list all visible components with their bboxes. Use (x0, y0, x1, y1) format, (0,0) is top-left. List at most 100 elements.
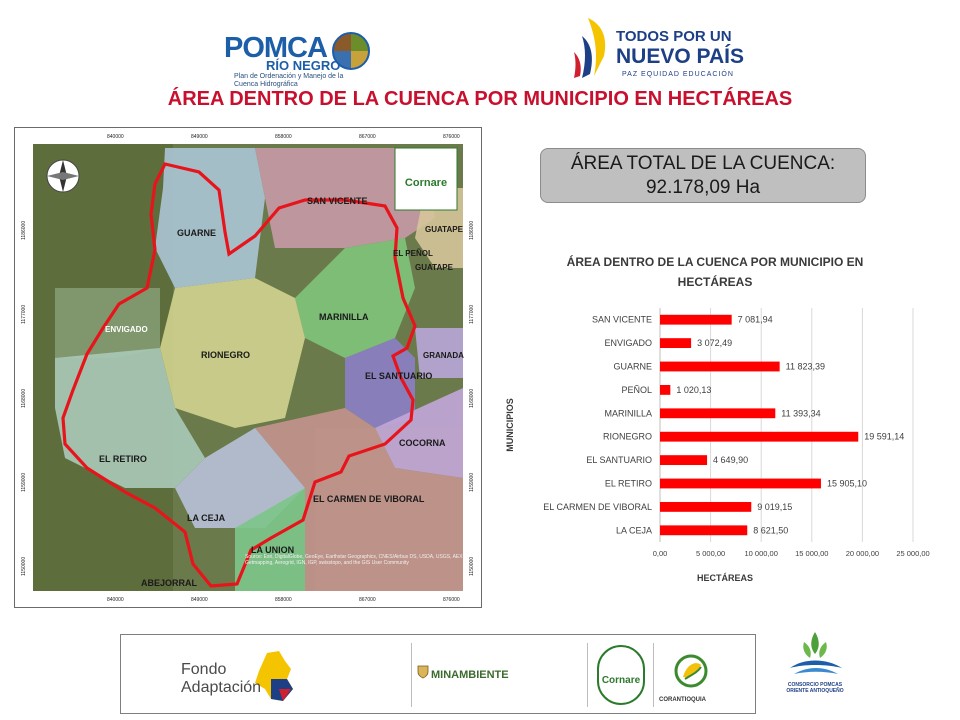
coord-right-3: 1159000 (469, 473, 475, 492)
map-coords-top: 840000 849000 858000 867000 876000 (107, 134, 460, 140)
coord-top-3: 867000 (359, 134, 376, 140)
map-label-granada: GRANADA (423, 351, 464, 360)
map-region-el-santuario (345, 338, 415, 428)
chart-value-label-4: 11 393,34 (781, 408, 820, 418)
chart-category-label-6: EL SANTUARIO (586, 455, 652, 465)
fondo-line2: Adaptación (181, 679, 262, 696)
chart-value-label-9: 8 621,50 (753, 525, 788, 535)
map-region-marinilla (295, 238, 415, 358)
gov-logo-line1: TODOS POR UN (616, 28, 732, 45)
footer-divider (653, 643, 654, 707)
pomca-logo-tagline: Plan de Ordenación y Manejo de la Cuenca… (234, 73, 344, 88)
total-area-label: ÁREA TOTAL DE LA CUENCA: (570, 153, 836, 174)
coord-bottom-1: 849000 (191, 597, 208, 603)
map-label-rionegro: RIONEGRO (201, 350, 250, 360)
minambiente-logo: MINAMBIENTE (431, 669, 509, 681)
chart-bar-6 (660, 455, 708, 466)
map-label-guatape-2: GUATAPE (415, 263, 454, 272)
map-label-la-union: LA UNION (251, 545, 294, 555)
coord-right-0: 1186000 (469, 221, 475, 240)
chart-value-labels: 7 081,94 3 072,49 11 823,39 1 020,13 11 393,… (676, 315, 904, 536)
area-bar-chart: ÁREA DENTRO DE LA CUENCA POR MUNICIPIO E… (495, 240, 945, 600)
chart-value-label-5: 19 591,14 (864, 432, 904, 442)
map-region-el-carmen (255, 408, 463, 591)
corantioquia-logo: CORANTIOQUIA (659, 697, 706, 703)
chart-value-label-8: 9 019,15 (757, 502, 792, 512)
coord-right-1: 1177000 (469, 305, 475, 324)
chart-value-label-2: 11 823,39 (786, 362, 825, 372)
chart-bar-8 (660, 501, 752, 512)
chart-bar-1 (660, 338, 692, 349)
map-region-guarne (155, 148, 265, 288)
chart-bar-0 (660, 314, 732, 325)
map-label-el-retiro: EL RETIRO (99, 454, 147, 464)
coord-left-2: 1168000 (21, 389, 27, 408)
chart-value-label-1: 3 072,49 (697, 338, 732, 348)
map-coords-left: 1186000 1177000 1168000 1159000 1150000 (21, 221, 27, 576)
chart-category-label-5: RIONEGRO (603, 432, 652, 442)
coat-of-arms-icon (417, 665, 429, 679)
todos-por-un-nuevo-pais-logo: TODOS POR UN NUEVO PAÍS PAZ EQUIDAD EDUC… (568, 10, 744, 82)
consorcio-logo: CONSORCIO POMCAS ORIENTE ANTIOQUEÑO (780, 628, 850, 712)
coord-left-4: 1150000 (21, 557, 27, 576)
map-region-rionegro (160, 278, 305, 428)
cornare-logo: Cornare (597, 645, 645, 705)
chart-bar-4 (660, 408, 776, 419)
chart-title: ÁREA DENTRO DE LA CUENCA POR MUNICIPIO E… (566, 255, 864, 289)
chart-tick-label-0: 0,00 (653, 549, 668, 558)
pomca-logo-subtitle: RÍO NEGRO (266, 58, 341, 73)
map-region-la-ceja (175, 428, 305, 528)
chart-category-label-9: LA CEJA (616, 525, 652, 535)
cornare-badge-text: Cornare (405, 177, 447, 189)
fondo-line1: Fondo (181, 661, 227, 678)
chart-bar-3 (660, 384, 671, 395)
chart-category-label-8: EL CARMEN DE VIBORAL (543, 502, 652, 512)
map-region-granada (415, 328, 463, 378)
area-bar-chart-svg: ÁREA DENTRO DE LA CUENCA POR MUNICIPIO E… (505, 255, 930, 583)
chart-value-label-3: 1 020,13 (676, 385, 711, 395)
chart-bar-7 (660, 478, 821, 489)
coord-left-0: 1186000 (21, 221, 27, 240)
map-label-el-santuario: EL SANTUARIO (365, 371, 432, 381)
compass-icon (46, 159, 80, 193)
chart-value-label-6: 4 649,90 (713, 455, 748, 465)
chart-value-label-0: 7 081,94 (738, 315, 773, 325)
map-label-el-carmen: EL CARMEN DE VIBORAL (313, 494, 425, 504)
chart-category-label-2: GUARNE (613, 362, 652, 372)
chart-bars (660, 314, 859, 536)
chart-value-label-7: 15 905,10 (827, 479, 867, 489)
map-region-san-vicente (255, 148, 435, 248)
basin-map: Cornare 840000 849000 858000 867000 8760… (14, 127, 482, 608)
coord-right-2: 1168000 (469, 389, 475, 408)
chart-tick-label-2: 10 000,00 (745, 549, 778, 558)
coord-bottom-2: 858000 (275, 597, 292, 603)
page-title: ÁREA DENTRO DE LA CUENCA POR MUNICIPIO E… (167, 88, 793, 110)
cornare-badge: Cornare (394, 147, 458, 211)
chart-y-axis-label: MUNICIPIOS (505, 398, 515, 452)
map-coords-right: 1186000 1177000 1168000 1159000 1150000 (469, 221, 475, 576)
coord-bottom-0: 840000 (107, 597, 124, 603)
colombia-flag-icon (574, 18, 606, 78)
consorcio-text: CONSORCIO POMCAS ORIENTE ANTIOQUEÑO (786, 682, 844, 694)
chart-tick-labels: 0,00 5 000,00 10 000,00 15 000,00 20 000,00 2… (653, 549, 930, 558)
footer-divider (587, 643, 588, 707)
chart-bar-5 (660, 431, 859, 442)
chart-bar-2 (660, 361, 780, 372)
chart-bar-9 (660, 525, 748, 536)
coord-left-3: 1159000 (21, 473, 27, 492)
chart-category-labels: SAN VICENTE ENVIGADO GUARNE PEÑOL MARINILLA R… (543, 315, 652, 536)
chart-category-label-1: ENVIGADO (604, 338, 652, 348)
map-label-san-vicente: SAN VICENTE (307, 196, 368, 206)
map-label-la-ceja: LA CEJA (187, 513, 226, 523)
colombia-map-icon (255, 651, 293, 701)
coord-right-4: 1150000 (469, 557, 475, 576)
gov-logo-line2: NUEVO PAÍS (616, 45, 744, 68)
coord-top-1: 849000 (191, 134, 208, 140)
map-label-envigado: ENVIGADO (105, 325, 148, 334)
total-area-box: ÁREA TOTAL DE LA CUENCA: 92.178,09 Ha (540, 148, 866, 203)
chart-category-label-4: MARINILLA (604, 408, 652, 418)
basin-map-svg: Cornare 840000 849000 858000 867000 8760… (15, 128, 481, 607)
footer-divider (411, 643, 412, 707)
corantioquia-leaf-icon (674, 654, 708, 688)
map-region-cocorna (375, 388, 463, 478)
